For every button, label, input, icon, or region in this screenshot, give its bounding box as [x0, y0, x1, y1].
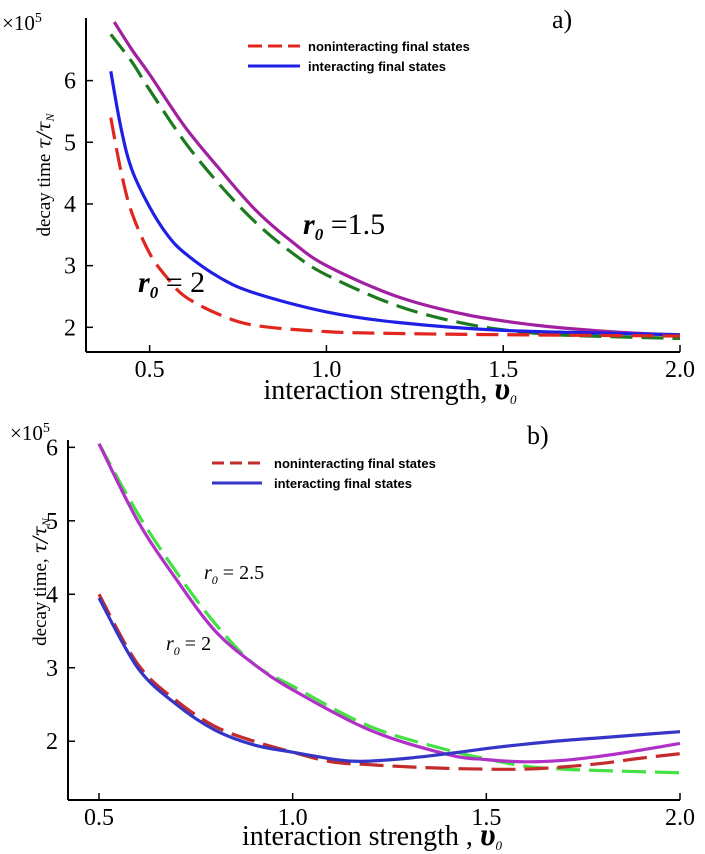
panel-a-x-tick-label-1: 1.0 [311, 357, 341, 383]
panel-a-legend-label-noninteracting: noninteracting final states [308, 39, 470, 54]
panel-b-x-tick-label-2: 1.5 [471, 805, 501, 831]
panel-b-legend-entry-interacting: interacting final states [212, 476, 412, 491]
panel-a-x-label: interaction strength, υ0 [263, 370, 517, 407]
panel-a-legend-label-interacting: interacting final states [308, 59, 446, 74]
panel-a-series-line-4 [109, 117, 681, 338]
panel-b-annotation-r0-2: r0 = 2 [166, 633, 211, 658]
panel-a-annotation-r0-1-5: r0 =1.5 [303, 208, 385, 244]
panel-b-x-tick-label-3: 2.0 [665, 805, 695, 831]
panel-a-x-tick-label-0: 0.5 [135, 357, 165, 383]
panel-a-legend: noninteracting final states interacting … [248, 39, 470, 74]
panel-a-series-line-2 [109, 33, 681, 340]
panel-b-annotation-r0-2-5: r0 = 2.5 [204, 562, 264, 587]
panel-b-label: b) [527, 421, 549, 450]
panel-a-y-label: decay time τ/τN [33, 113, 57, 237]
panel-b-ticks: 0.5 1.0 1.5 2.0 2 3 4 5 6 [46, 435, 695, 831]
panel-a-series-line-3 [109, 71, 681, 337]
panel-a-y-tick-label-4: 6 [64, 69, 76, 95]
panel-b-series-line-3 [97, 593, 681, 771]
panel-b-legend-entry-noninteracting: noninteracting final states [212, 456, 436, 471]
panel-a-ticks: 0.5 1.0 1.5 2.0 2 3 4 5 6 [64, 69, 695, 383]
panel-a: 0.5 1.0 1.5 2.0 2 3 4 5 6 ×105 a) decay time τ/τ… [2, 5, 695, 407]
panel-a-y-tick-label-3: 5 [64, 130, 76, 156]
panel-b-y-tick-label-0: 2 [46, 729, 58, 755]
panel-a-x-tick-label-2: 1.5 [488, 357, 518, 383]
panel-a-series-line-1 [112, 21, 681, 337]
panel-b-plot [97, 442, 681, 775]
panel-a-y-tick-label-2: 4 [64, 192, 76, 218]
panel-a-y-tick-label-1: 3 [64, 254, 76, 280]
panel-b-x-tick-label-0: 0.5 [84, 805, 114, 831]
panel-b-legend-label-interacting: interacting final states [274, 476, 412, 491]
panel-a-y-tick-label-0: 2 [64, 315, 76, 341]
panel-b-series-line-4 [97, 597, 681, 763]
panel-b-y-tick-label-2: 4 [46, 582, 58, 608]
panel-b-y-tick-label-1: 3 [46, 656, 58, 682]
panel-a-plot [109, 21, 681, 340]
panel-a-legend-entry-noninteracting: noninteracting final states [248, 39, 470, 54]
panel-b-y-tick-label-4: 6 [46, 435, 58, 461]
panel-b: 0.5 1.0 1.5 2.0 2 3 4 5 6 ×105 b) decay time, τ/… [10, 421, 695, 853]
panel-b-y-multiplier: ×105 [10, 421, 50, 445]
panel-a-x-tick-label-3: 2.0 [665, 357, 695, 383]
panel-b-x-tick-label-1: 1.0 [278, 805, 308, 831]
panel-b-series-line-1 [97, 442, 681, 775]
panel-b-legend-label-noninteracting: noninteracting final states [274, 456, 436, 471]
panel-b-y-label: decay time, τ/τN [29, 517, 53, 646]
panel-b-x-label: interaction strength , υ0 [242, 816, 503, 853]
panel-a-label: a) [552, 5, 572, 34]
panel-b-y-tick-label-3: 5 [46, 509, 58, 535]
panel-a-annotation-r0-2: r0 = 2 [138, 266, 205, 302]
panel-b-series-line-2 [97, 442, 681, 764]
panel-b-legend: noninteracting final states interacting … [212, 456, 436, 491]
panel-a-legend-entry-interacting: interacting final states [248, 59, 446, 74]
panel-a-y-multiplier: ×105 [2, 11, 42, 35]
